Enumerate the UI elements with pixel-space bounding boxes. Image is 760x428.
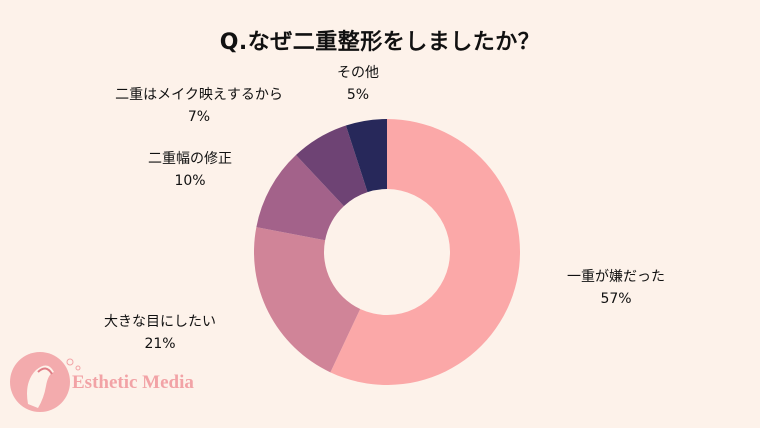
- donut-slice-1: [253, 227, 361, 373]
- esthetic-media-logo-icon: [10, 352, 81, 412]
- label-slice-0-name: 一重が嫌だった: [567, 269, 665, 285]
- label-slice-4: その他 5%: [337, 62, 379, 106]
- logo-text: Esthetic Media: [72, 372, 194, 393]
- label-slice-3-value: 7%: [187, 109, 211, 125]
- donut-slice-4: [345, 119, 387, 193]
- label-slice-1-name: 大きな目にしたい: [104, 314, 216, 330]
- label-slice-0-value: 57%: [600, 291, 632, 307]
- label-slice-3: 二重はメイク映えするから 7%: [115, 84, 283, 128]
- chart-title: Q.なぜ二重整形をしましたか？: [219, 30, 541, 55]
- label-slice-1: 大きな目にしたい 21%: [104, 311, 216, 355]
- donut-slice-2: [256, 155, 344, 241]
- donut-slice-0: [330, 119, 520, 385]
- label-slice-2-name: 二重幅の修正: [148, 151, 232, 167]
- donut-slice-3: [295, 125, 368, 207]
- label-slice-2: 二重幅の修正 10%: [148, 148, 232, 192]
- label-slice-3-name: 二重はメイク映えするから: [115, 87, 283, 103]
- label-slice-2-value: 10%: [174, 173, 206, 189]
- label-slice-4-name: その他: [337, 65, 379, 81]
- label-slice-1-value: 21%: [144, 336, 176, 352]
- label-slice-0: 一重が嫌だった 57%: [567, 266, 665, 310]
- label-slice-4-value: 5%: [346, 87, 370, 103]
